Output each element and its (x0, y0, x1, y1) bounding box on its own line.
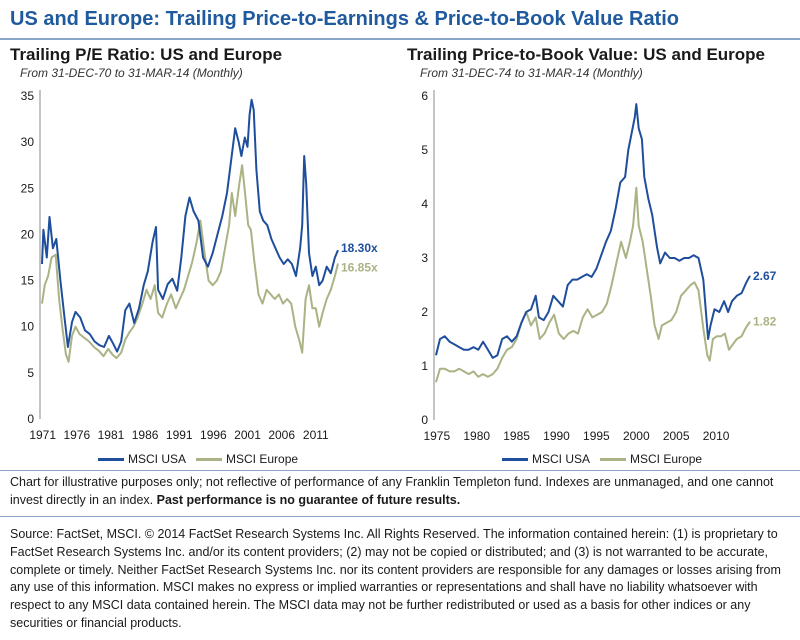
series-line-europe (41, 164, 339, 363)
legend-swatch-europe (600, 457, 627, 461)
y-tick-label: 35 (21, 89, 35, 103)
y-tick-label: 4 (421, 197, 428, 211)
legend-swatch-usa (98, 457, 124, 461)
legend-label-usa: MSCI USA (532, 452, 591, 466)
legend-swatch-europe (196, 457, 223, 461)
pe-chart-subtitle: From 31-DEC-70 to 31-MAR-14 (Monthly) (20, 66, 243, 80)
end-label-usa: 2.67 (753, 269, 777, 283)
y-tick-label: 5 (421, 143, 428, 157)
x-tick-label: 1971 (29, 428, 56, 442)
series-line-europe (435, 186, 751, 383)
x-tick-label: 2011 (303, 428, 329, 442)
x-tick-label: 2000 (623, 429, 650, 443)
x-tick-label: 1976 (63, 428, 90, 442)
x-tick-label: 1995 (583, 429, 610, 443)
legend-label-usa: MSCI USA (128, 452, 187, 466)
y-tick-label: 5 (27, 366, 34, 380)
y-tick-label: 20 (21, 227, 35, 241)
x-tick-label: 2010 (703, 429, 730, 443)
y-tick-label: 25 (21, 181, 35, 195)
disclaimer: Chart for illustrative purposes only; no… (10, 473, 790, 509)
divider-top (0, 470, 800, 471)
divider-bottom (0, 516, 800, 517)
y-tick-label: 3 (421, 251, 428, 265)
pe-chart: 0 5 10 15 20 25 30 35 1971 1976 1981 1986 1991 1996 20… (21, 89, 378, 442)
pb-legend: MSCI USA MSCI Europe (502, 452, 702, 466)
series-line-usa (41, 98, 339, 353)
x-tick-label: 1996 (200, 428, 227, 442)
x-tick-label: 1975 (423, 429, 450, 443)
legend-item-usa: MSCI USA (502, 452, 590, 466)
series-line-usa (435, 103, 751, 359)
y-tick-label: 30 (21, 135, 35, 149)
legend-item-usa: MSCI USA (98, 452, 186, 466)
source-note: Source: FactSet, MSCI. © 2014 FactSet Re… (10, 527, 781, 630)
x-tick-label: 1981 (98, 428, 125, 442)
legend-swatch-usa (502, 457, 528, 461)
title-bar: US and Europe: Trailing Price-to-Earning… (0, 0, 800, 40)
legend-item-europe: MSCI Europe (600, 452, 702, 466)
pb-chart-subtitle: From 31-DEC-74 to 31-MAR-14 (Monthly) (420, 66, 643, 80)
end-label-usa: 18.30x (341, 241, 378, 255)
legend-label-europe: MSCI Europe (630, 452, 703, 466)
legend-item-europe: MSCI Europe (196, 452, 298, 466)
end-label-europe: 1.82 (753, 315, 777, 329)
disclaimer-text: Chart for illustrative purposes only; no… (10, 475, 774, 507)
page-title: US and Europe: Trailing Price-to-Earning… (10, 8, 679, 30)
pe-legend: MSCI USA MSCI Europe (98, 452, 298, 466)
y-tick-label: 1 (421, 359, 428, 373)
x-tick-label: 1980 (463, 429, 490, 443)
x-tick-label: 2005 (663, 429, 690, 443)
pe-chart-title: Trailing P/E Ratio: US and Europe (10, 45, 283, 64)
title-rule (0, 38, 800, 40)
x-tick-label: 1991 (166, 428, 193, 442)
x-tick-label: 2006 (268, 428, 295, 442)
x-tick-label: 1985 (503, 429, 530, 443)
y-tick-label: 10 (21, 320, 35, 334)
pb-chart-title: Trailing Price-to-Book Value: US and Eur… (407, 45, 766, 64)
y-tick-label: 0 (421, 413, 428, 427)
y-tick-label: 15 (21, 274, 35, 288)
x-tick-label: 1986 (132, 428, 159, 442)
disclaimer-bold: Past performance is no guarantee of futu… (156, 493, 461, 507)
y-tick-label: 2 (421, 305, 428, 319)
legend-label-europe: MSCI Europe (226, 452, 299, 466)
end-label-europe: 16.85x (341, 260, 378, 274)
pb-chart: 0 1 2 3 4 5 6 1975 1980 1985 1990 1995 2000 2005 2010 2… (421, 89, 776, 443)
y-tick-label: 0 (27, 412, 34, 426)
x-tick-label: 2001 (234, 428, 261, 442)
x-tick-label: 1990 (543, 429, 570, 443)
y-tick-label: 6 (421, 89, 428, 103)
